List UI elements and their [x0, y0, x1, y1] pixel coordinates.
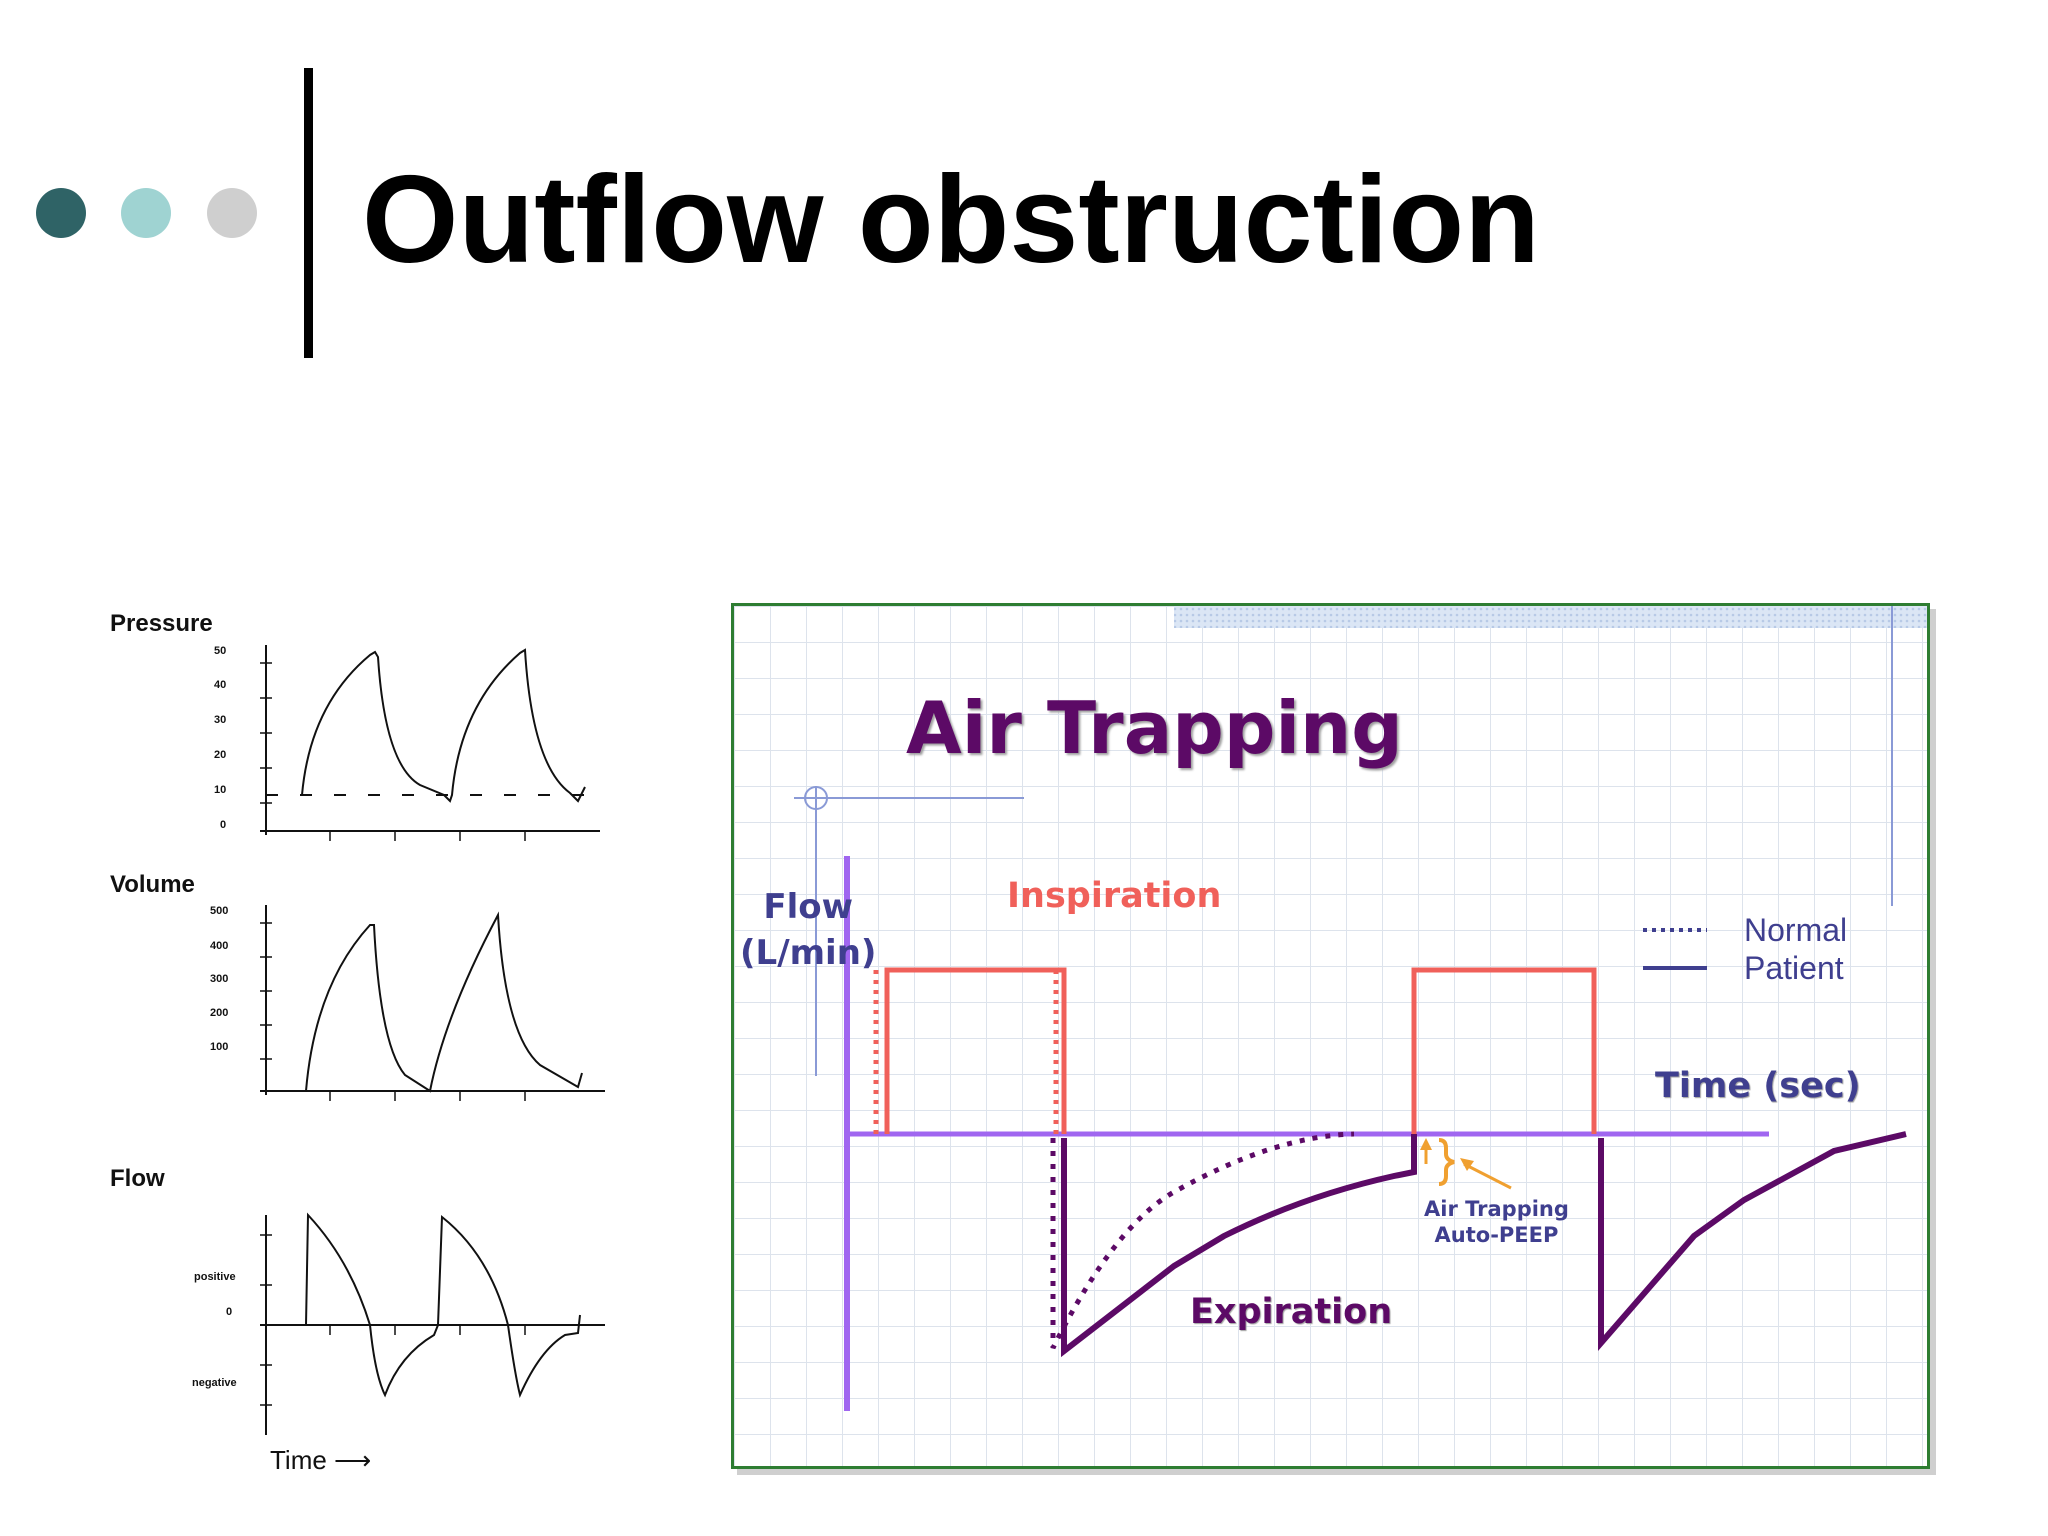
volume-label: Volume: [110, 871, 195, 898]
time-axis-label: Time ⟶: [270, 1445, 372, 1475]
pressure-tick: 50: [214, 645, 227, 657]
expiration-label: Expiration: [1190, 1292, 1393, 1332]
flow-tick: 0: [226, 1306, 233, 1318]
tick-marks: [260, 662, 526, 1406]
legend-normal-label: Normal: [1744, 912, 1848, 948]
expiration-patient-1: [1061, 1134, 1417, 1358]
y-axis-label: Flow (L/min): [740, 884, 876, 976]
pressure-tick: 30: [214, 714, 227, 726]
air-trapping-title: Air Trapping: [906, 686, 1403, 770]
x-axis-label: Time (sec): [1655, 1066, 1861, 1106]
annotation-line1: Air Trapping: [1424, 1197, 1569, 1221]
auto-peep-brace-icon: [1438, 1138, 1455, 1186]
expiration-patient-2: [1598, 1131, 1907, 1352]
inspiration-wave-1: [884, 967, 1067, 1134]
waveforms-svg: [260, 645, 605, 1435]
bullet-dot-gray: [207, 188, 257, 238]
volume-tick: 300: [210, 973, 229, 985]
title-divider: [304, 68, 313, 358]
bullet-dot-dark: [36, 188, 86, 238]
annotation-pointer: [1463, 1162, 1512, 1190]
pressure-tick: 0: [220, 819, 227, 831]
hatched-strip: [1174, 606, 1927, 628]
legend-patient-label: Patient: [1744, 950, 1844, 986]
bullet-dot-teal: [121, 188, 171, 238]
annotation-line2: Auto-PEEP: [1434, 1223, 1559, 1247]
volume-tick: 100: [210, 1041, 229, 1053]
flow-tick: negative: [192, 1377, 237, 1389]
volume-tick: 500: [210, 905, 229, 917]
inspiration-label: Inspiration: [1007, 876, 1222, 916]
air-trapping-svg: [794, 606, 1927, 1411]
flow-waveform: [305, 1212, 581, 1399]
y-axis-label-line2: (L/min): [740, 933, 877, 973]
volume-waveform: [305, 911, 583, 1093]
flow-label-left: Flow: [110, 1165, 165, 1192]
pressure-tick: 40: [214, 679, 227, 691]
volume-tick: 200: [210, 1007, 229, 1019]
air-trapping-panel: Air Trapping Flow (L/min) Inspiration Ex…: [731, 603, 1930, 1469]
auto-peep-annotation: Air Trapping Auto-PEEP: [1424, 1196, 1569, 1248]
slide-title: Outflow obstruction: [362, 151, 1540, 289]
pressure-waveform: [301, 648, 586, 803]
flow-tick: positive: [194, 1271, 236, 1283]
waveform-diagram: Pressure Volume Flow 50 40 30 20 10 0 50…: [100, 595, 620, 1495]
pressure-label: Pressure: [110, 610, 213, 637]
volume-tick: 400: [210, 940, 229, 952]
crosshair-icon: [804, 786, 828, 810]
inspiration-wave-2: [1411, 967, 1597, 1134]
y-axis-label-line1: Flow: [763, 887, 854, 927]
pressure-tick: 10: [214, 784, 227, 796]
pressure-tick: 20: [214, 749, 227, 761]
